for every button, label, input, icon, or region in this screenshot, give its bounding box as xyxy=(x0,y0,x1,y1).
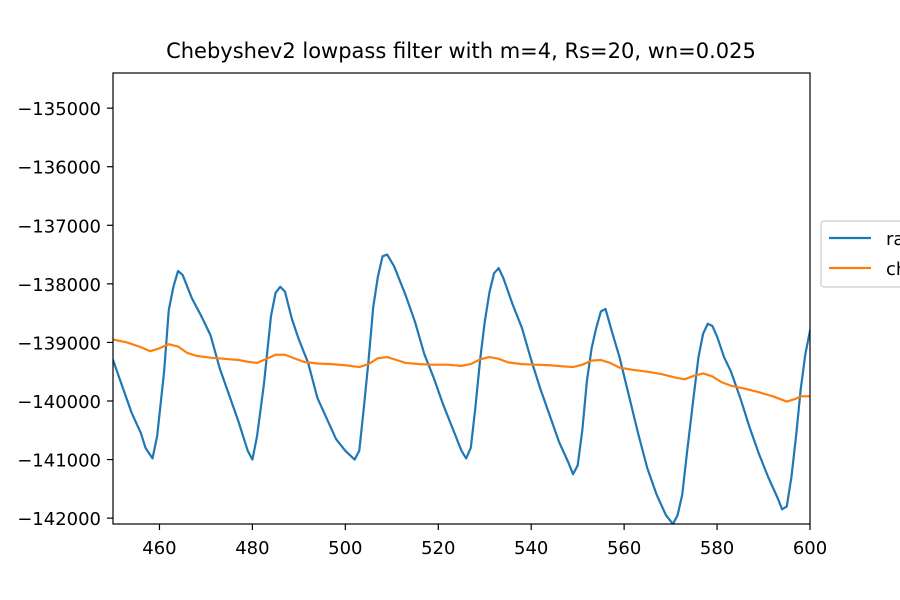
x-tick-label: 560 xyxy=(607,538,641,559)
legend-label-ra: ra xyxy=(886,229,900,250)
y-tick-label: −140000 xyxy=(17,392,101,413)
y-tick-label: −138000 xyxy=(17,275,101,296)
y-tick-label: −139000 xyxy=(17,333,101,354)
x-tick-label: 520 xyxy=(421,538,455,559)
x-tick-label: 460 xyxy=(142,538,176,559)
legend-label-ch: ch xyxy=(886,259,900,280)
x-tick-label: 500 xyxy=(328,538,362,559)
series-line-ra xyxy=(113,253,810,524)
x-tick-label: 600 xyxy=(793,538,827,559)
plot-frame xyxy=(112,72,811,525)
y-tick-label: −136000 xyxy=(17,158,101,179)
series-line-ch xyxy=(113,338,810,403)
x-tick-label: 580 xyxy=(700,538,734,559)
y-tick-label: −142000 xyxy=(17,509,101,530)
chart-title: Chebyshev2 lowpass filter with m=4, Rs=2… xyxy=(166,39,756,63)
x-tick-label: 540 xyxy=(514,538,548,559)
y-axis: −135000 −136000 −137000 −138000 −139000 −1400… xyxy=(17,99,113,530)
x-axis: 460 480 500 520 540 560 580 600 xyxy=(142,524,827,559)
legend: ra ch xyxy=(820,220,900,288)
y-tick-label: −137000 xyxy=(17,216,101,237)
y-tick-label: −141000 xyxy=(17,451,101,472)
y-tick-label: −135000 xyxy=(17,99,101,120)
series-layer xyxy=(113,253,810,524)
x-tick-label: 480 xyxy=(235,538,269,559)
